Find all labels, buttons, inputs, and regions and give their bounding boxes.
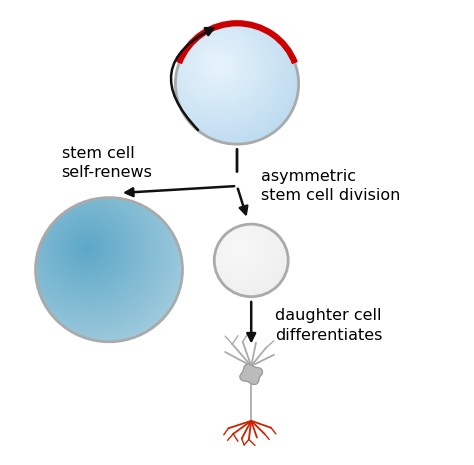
Text: daughter cell
differentiates: daughter cell differentiates [275,308,383,343]
Polygon shape [240,364,263,385]
Text: asymmetric
stem cell division: asymmetric stem cell division [261,169,400,203]
Text: stem cell
self-renews: stem cell self-renews [62,146,153,180]
